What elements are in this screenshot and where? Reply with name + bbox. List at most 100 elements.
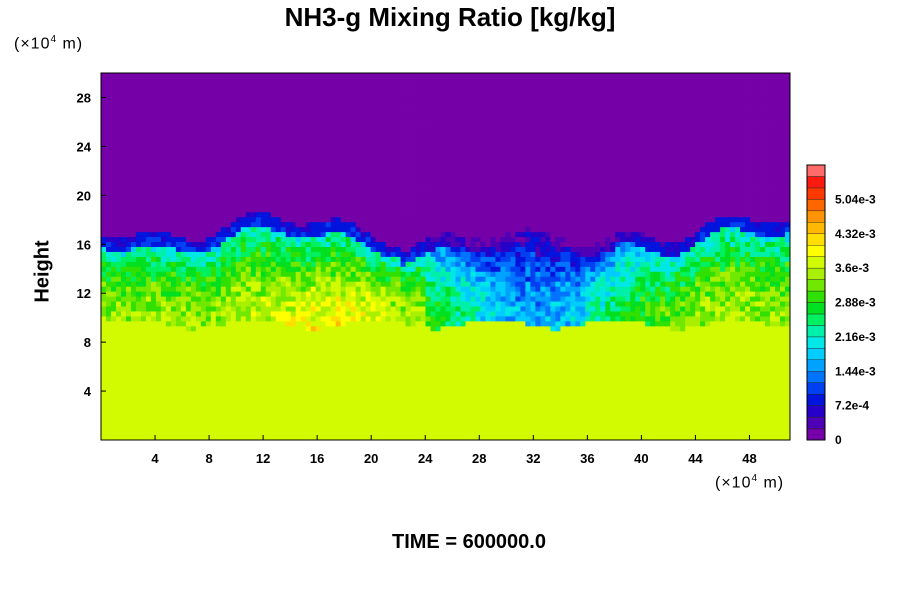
field-cell: [690, 375, 696, 381]
field-cell: [630, 311, 636, 317]
field-cell: [385, 415, 391, 421]
field-cell: [720, 271, 726, 277]
field-cell: [285, 266, 292, 272]
field-cell: [545, 291, 551, 297]
field-cell: [360, 395, 367, 401]
field-cell: [380, 320, 386, 327]
field-cell: [340, 350, 347, 357]
field-cell: [495, 325, 501, 332]
field-cell: [670, 420, 676, 426]
field-cell: [550, 435, 556, 441]
field-cell: [645, 405, 651, 411]
field-cell: [465, 350, 471, 357]
field-cell: [160, 291, 167, 297]
field-cell: [550, 271, 556, 277]
field-cell: [785, 281, 791, 287]
field-cell: [135, 256, 142, 262]
field-cell: [580, 311, 586, 317]
field-cell: [105, 311, 112, 317]
field-cell: [170, 365, 177, 371]
field-cell: [135, 291, 142, 297]
field-cell: [465, 375, 471, 381]
field-cell: [725, 365, 731, 371]
field-cell: [550, 385, 556, 391]
field-cell: [615, 370, 621, 376]
field-cell: [460, 355, 466, 362]
field-cell: [545, 400, 551, 406]
field-cell: [140, 335, 147, 342]
field-cell: [505, 350, 511, 357]
field-cell: [550, 375, 556, 381]
chart-title: NH3-g Mixing Ratio [kg/kg]: [284, 2, 616, 32]
field-cell: [555, 306, 561, 312]
field-cell: [565, 410, 571, 416]
field-cell: [130, 335, 137, 342]
field-cell: [365, 345, 372, 352]
field-cell: [255, 276, 262, 282]
field-cell: [140, 410, 147, 416]
field-cell: [520, 350, 526, 357]
field-cell: [330, 405, 337, 411]
field-cell: [740, 435, 746, 441]
field-cell: [145, 380, 152, 386]
field-cell: [475, 385, 481, 391]
field-cell: [750, 350, 756, 357]
field-cell: [190, 320, 197, 327]
field-cell: [335, 350, 342, 357]
field-cell: [755, 296, 761, 302]
field-cell: [435, 306, 441, 312]
field-cell: [101, 370, 107, 376]
field-cell: [430, 266, 436, 272]
field-cell: [785, 330, 791, 337]
field-cell: [715, 340, 721, 347]
field-cell: [720, 325, 726, 332]
field-cell: [775, 340, 781, 347]
field-cell: [120, 385, 127, 391]
field-cell: [330, 370, 337, 376]
field-cell: [335, 435, 342, 441]
field-cell: [670, 316, 676, 322]
field-cell: [120, 400, 127, 406]
field-cell: [190, 410, 197, 416]
field-cell: [395, 425, 401, 431]
field-cell: [320, 330, 327, 337]
field-cell: [485, 345, 491, 352]
field-cell: [465, 266, 471, 272]
field-cell: [515, 365, 521, 371]
field-cell: [270, 311, 277, 317]
field-cell: [205, 390, 212, 396]
field-cell: [635, 415, 641, 421]
field-cell: [575, 370, 581, 376]
field-cell: [740, 276, 746, 282]
field-cell: [195, 375, 202, 381]
field-cell: [665, 365, 671, 371]
field-cell: [175, 380, 182, 386]
field-cell: [685, 350, 691, 357]
field-cell: [115, 256, 122, 262]
field-cell: [280, 380, 287, 386]
field-cell: [300, 370, 307, 376]
field-cell: [180, 320, 187, 327]
field-cell: [685, 330, 691, 337]
field-cell: [705, 365, 711, 371]
field-cell: [265, 271, 272, 277]
field-cell: [505, 261, 511, 267]
field-cell: [530, 410, 536, 416]
field-cell: [420, 355, 426, 362]
field-cell: [455, 266, 461, 272]
field-cell: [625, 296, 631, 302]
field-cell: [580, 380, 586, 386]
field-cell: [170, 355, 177, 362]
field-cell: [120, 435, 127, 441]
field-cell: [165, 405, 172, 411]
field-cell: [165, 385, 172, 391]
field-cell: [320, 385, 327, 391]
field-cell: [420, 395, 426, 401]
field-cell: [505, 296, 511, 302]
field-cell: [220, 266, 227, 272]
field-cell: [780, 370, 786, 376]
field-cell: [195, 435, 202, 441]
field-cell: [715, 410, 721, 416]
field-cell: [365, 330, 372, 337]
field-cell: [625, 320, 631, 327]
